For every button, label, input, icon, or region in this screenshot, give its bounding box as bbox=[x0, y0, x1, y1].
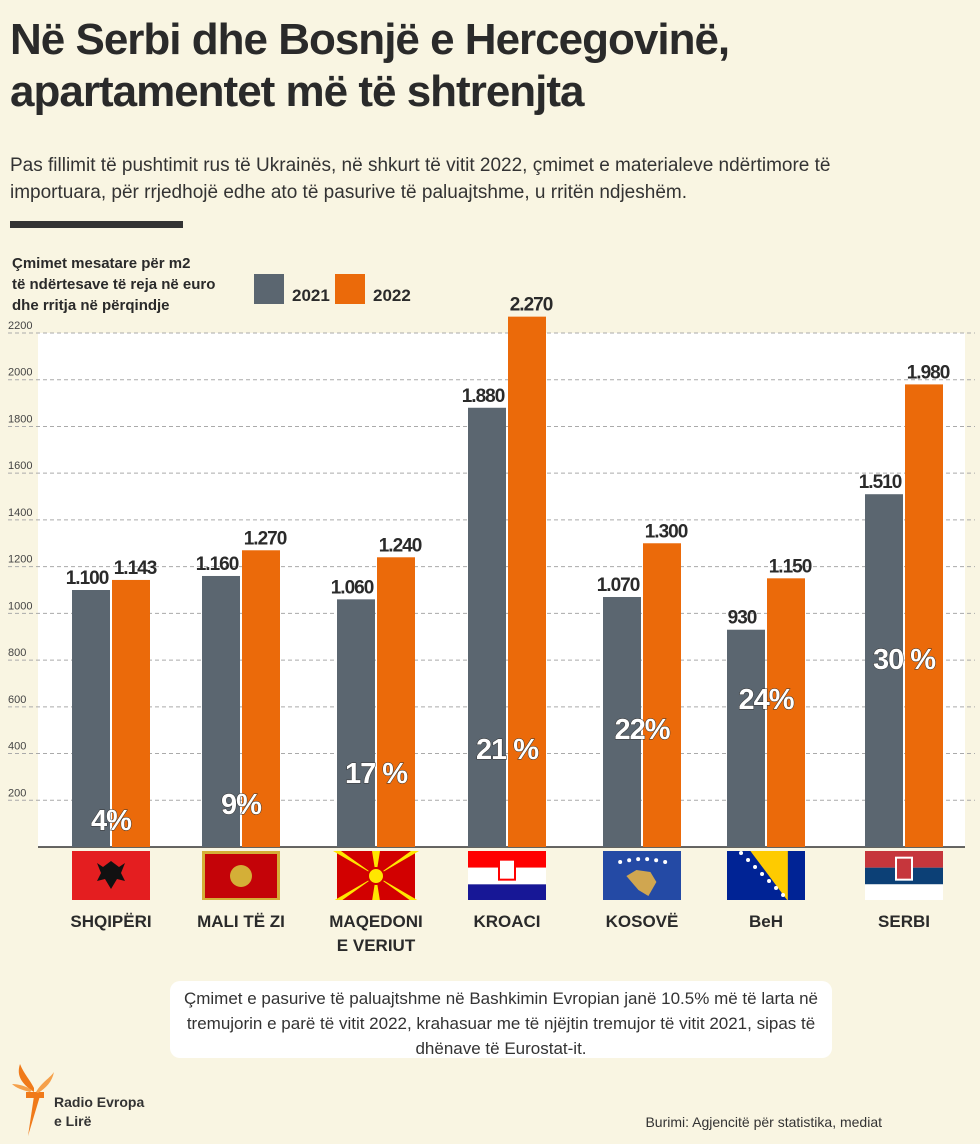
growth-percent-label: 21 % bbox=[476, 734, 539, 766]
category-label-line: KROACI bbox=[473, 912, 541, 931]
bar-value-label: 1.070 bbox=[597, 575, 640, 596]
bar-2021 bbox=[72, 590, 110, 847]
divider bbox=[10, 221, 183, 228]
legend-swatch-2021 bbox=[254, 274, 284, 304]
bar-value-label: 1.143 bbox=[114, 558, 157, 579]
growth-percent-label: 9% bbox=[221, 789, 262, 821]
legend-label-2021: 2021 bbox=[292, 286, 330, 305]
bar-2022 bbox=[643, 543, 681, 847]
bar-chart: 200 400 600 800 1000 1200 1400 1600 1800 2000 2200… bbox=[8, 295, 975, 900]
bar-value-label: 1.060 bbox=[331, 577, 374, 598]
category-label-line: MALI TË ZI bbox=[197, 912, 285, 931]
logo-line: e Lirë bbox=[54, 1113, 92, 1129]
growth-percent-label: 24% bbox=[738, 684, 794, 716]
y-tick-label: 1000 bbox=[8, 600, 32, 612]
category-label: SERBI bbox=[834, 910, 974, 934]
bar-value-label: 1.270 bbox=[244, 528, 287, 549]
serbia-flag bbox=[865, 851, 943, 900]
title-line-1: Në Serbi dhe Bosnjë e Hercegovinë, bbox=[10, 15, 730, 64]
albania-flag bbox=[72, 851, 150, 900]
growth-percent-label: 22% bbox=[614, 714, 670, 746]
bar-2022 bbox=[508, 316, 546, 847]
bar-2022 bbox=[377, 557, 415, 847]
bar-value-label: 1.300 bbox=[645, 521, 688, 542]
category-label-line: E VERIUT bbox=[336, 936, 416, 955]
y-axis-label: Çmimet mesatare për m2 të ndërtesave të … bbox=[12, 253, 215, 316]
kosovo-flag bbox=[603, 851, 681, 900]
legend-2022: 2022 bbox=[335, 272, 411, 306]
bar-value-label: 1.100 bbox=[66, 568, 109, 589]
page-title: Në Serbi dhe Bosnjë e Hercegovinë, apart… bbox=[10, 14, 730, 118]
bar-2021 bbox=[865, 494, 903, 847]
bar-value-label: 1.160 bbox=[196, 554, 239, 575]
y-tick-label: 1400 bbox=[8, 507, 32, 519]
growth-percent-label: 30 % bbox=[873, 644, 936, 676]
bar-2022 bbox=[767, 578, 805, 847]
bar-value-label: 2.270 bbox=[510, 295, 553, 316]
subtitle: Pas fillimit të pushtimit rus të Ukrainë… bbox=[10, 155, 831, 203]
bar-2021 bbox=[468, 407, 506, 847]
category-label-line: SERBI bbox=[878, 912, 930, 931]
y-label-line: dhe rritja në përqindje bbox=[12, 297, 170, 314]
bar-value-label: 1.240 bbox=[379, 535, 422, 556]
source-note: Burimi: Agjencitë për statistika, mediat bbox=[645, 1114, 882, 1130]
category-label: MALI TË ZI bbox=[171, 910, 311, 934]
logo-text: Radio Evropa e Lirë bbox=[54, 1093, 144, 1131]
bar-2021 bbox=[337, 599, 375, 847]
bar-2022 bbox=[905, 384, 943, 847]
category-label: KROACI bbox=[437, 910, 577, 934]
category-label-line: SHQIPËRI bbox=[70, 912, 152, 931]
bar-value-label: 1.980 bbox=[907, 362, 950, 383]
rfe-torch-logo-icon bbox=[12, 1064, 54, 1136]
montenegro-flag bbox=[202, 851, 280, 900]
category-label: BeH bbox=[696, 910, 836, 934]
bar-2021 bbox=[727, 629, 765, 847]
category-label: KOSOVË bbox=[572, 910, 712, 934]
growth-percent-label: 4% bbox=[91, 805, 132, 837]
y-tick-label: 600 bbox=[8, 694, 26, 706]
y-tick-label: 2200 bbox=[8, 320, 32, 332]
category-label-line: KOSOVË bbox=[605, 912, 679, 931]
eu-note: Çmimet e pasurive të paluajtshme në Bash… bbox=[170, 981, 832, 1058]
y-tick-label: 1200 bbox=[8, 554, 32, 566]
bar-value-label: 1.150 bbox=[769, 556, 812, 577]
legend-2021: 2021 bbox=[254, 272, 330, 306]
y-label-line: të ndërtesave të reja në euro bbox=[12, 276, 216, 293]
growth-percent-label: 17 % bbox=[345, 758, 408, 790]
y-tick-label: 2000 bbox=[8, 367, 32, 379]
title-line-2: apartamentet më të shtrenjta bbox=[10, 67, 585, 116]
category-label-line: MAQEDONI bbox=[329, 912, 423, 931]
bar-value-label: 1.880 bbox=[462, 386, 505, 407]
north-macedonia-flag bbox=[333, 851, 419, 900]
logo-line: Radio Evropa bbox=[54, 1094, 145, 1110]
bar-2021 bbox=[603, 597, 641, 847]
category-label-line: BeH bbox=[748, 912, 783, 931]
bosnia-flag bbox=[727, 851, 805, 900]
bar-2022 bbox=[242, 550, 280, 847]
bar-2021 bbox=[202, 575, 240, 847]
category-label: MAQEDONI E VERIUT bbox=[306, 910, 446, 958]
y-label-line: Çmimet mesatare për m2 bbox=[12, 255, 191, 272]
y-tick-label: 1600 bbox=[8, 460, 32, 472]
legend-label-2022: 2022 bbox=[373, 286, 411, 305]
bar-value-label: 1.510 bbox=[859, 472, 902, 493]
bar-2022 bbox=[112, 579, 150, 847]
y-tick-label: 200 bbox=[8, 787, 26, 799]
croatia-flag bbox=[468, 851, 546, 900]
bar-value-label: 930 bbox=[728, 608, 757, 629]
y-tick-label: 800 bbox=[8, 647, 26, 659]
y-tick-label: 400 bbox=[8, 741, 26, 753]
category-label: SHQIPËRI bbox=[41, 910, 181, 934]
y-tick-label: 1800 bbox=[8, 413, 32, 425]
legend-swatch-2022 bbox=[335, 274, 365, 304]
